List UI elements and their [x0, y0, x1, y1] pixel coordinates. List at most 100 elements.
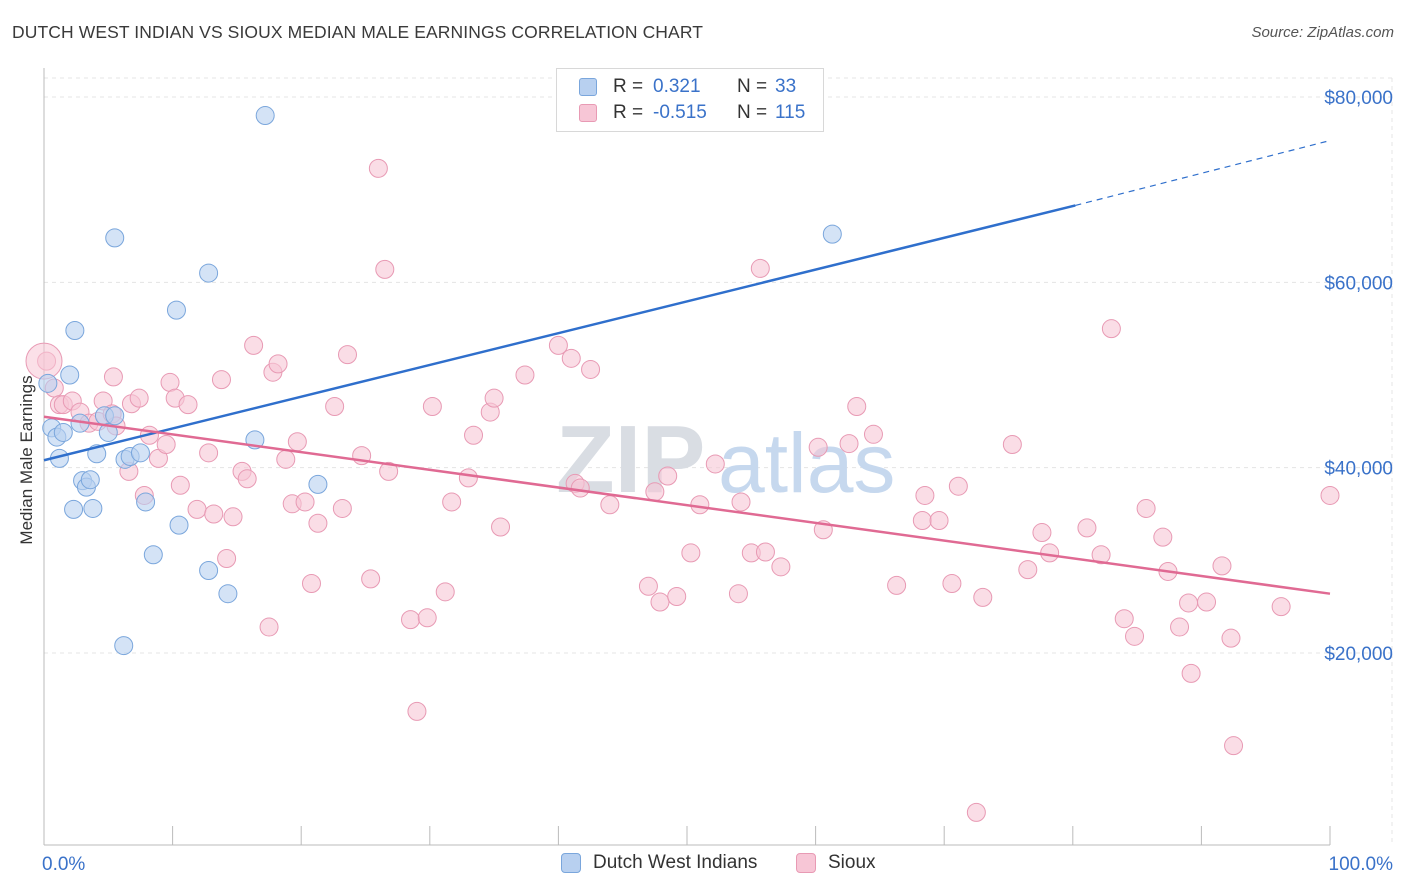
r-value: 0.321: [653, 76, 701, 97]
sioux-point: [217, 548, 237, 568]
sioux-point: [361, 569, 381, 589]
blue-swatch: [561, 853, 581, 873]
sioux-point: [548, 335, 568, 355]
dutch-west-indians-trend-extension: [1075, 139, 1331, 207]
sioux-point: [332, 498, 352, 518]
sioux-point: [808, 437, 828, 457]
sioux-point: [401, 610, 421, 630]
dutch-west-indians-point: [169, 515, 189, 535]
sioux-point: [966, 802, 986, 822]
dutch-west-indians-point: [130, 443, 150, 463]
sioux-point: [600, 495, 620, 515]
sioux-point: [458, 468, 478, 488]
sioux-point: [570, 478, 590, 498]
sioux-point: [912, 510, 932, 530]
sioux-point: [407, 701, 427, 721]
dutch-west-indians-point: [64, 499, 84, 519]
sioux-point: [178, 395, 198, 415]
sioux-point: [211, 370, 231, 390]
sioux-point: [650, 592, 670, 612]
sioux-point: [1091, 545, 1111, 565]
sioux-point: [1221, 628, 1241, 648]
sioux-point: [1179, 593, 1199, 613]
dutch-west-indians-point: [199, 263, 219, 283]
sioux-point: [129, 388, 149, 408]
sioux-point: [484, 388, 504, 408]
sioux-point: [728, 584, 748, 604]
dutch-west-indians-point: [105, 406, 125, 426]
sioux-point: [160, 372, 180, 392]
pink-swatch: [579, 104, 597, 122]
sioux-point: [325, 397, 345, 417]
sioux-point: [1224, 736, 1244, 756]
sioux-point: [156, 435, 176, 454]
dutch-west-indians-point: [218, 584, 238, 604]
sioux-point: [1032, 523, 1052, 543]
sioux-point: [422, 397, 442, 417]
dutch-west-indians-point: [199, 561, 219, 581]
sioux-point: [1181, 663, 1201, 683]
dutch-west-indians-point: [38, 373, 58, 393]
dutch-west-indians-point: [60, 365, 80, 385]
sioux-point-large: [25, 342, 63, 380]
sioux-point: [561, 348, 581, 368]
source-credit: Source: ZipAtlas.com: [1251, 24, 1394, 41]
y-tick-label: $20,000: [1324, 644, 1393, 665]
sioux-point: [973, 587, 993, 607]
sioux-point: [170, 475, 190, 495]
sioux-point: [1114, 609, 1134, 629]
sioux-point: [337, 345, 357, 365]
y-tick-label: $60,000: [1324, 273, 1393, 294]
sioux-point: [1040, 543, 1060, 563]
dutch-west-indians-points: [38, 106, 842, 656]
r-value: -0.515: [653, 102, 707, 123]
sioux-point: [223, 507, 243, 527]
sioux-point: [187, 499, 207, 519]
sioux-point: [259, 617, 279, 637]
sioux-point: [295, 492, 315, 512]
legend-label: Sioux: [828, 852, 876, 873]
correlation-legend: R = 0.321 N = 33 R = -0.515 N = 115: [556, 68, 824, 132]
dutch-west-indians-point: [98, 422, 118, 442]
legend-label: Dutch West Indians: [593, 852, 758, 873]
x-tick-label: 100.0%: [1329, 854, 1394, 875]
n-label: N =: [737, 102, 768, 123]
n-value: 115: [775, 102, 806, 123]
legend-item-dutch-west-indians: Dutch West Indians: [561, 852, 757, 874]
sioux-trend-line: [43, 415, 1331, 595]
dutch-west-indians-point: [105, 228, 125, 248]
sioux-point: [667, 586, 687, 606]
sioux-point: [942, 574, 962, 593]
sioux-point: [301, 574, 321, 593]
sioux-point: [839, 434, 859, 454]
sioux-point: [1320, 485, 1340, 505]
sioux-point: [755, 542, 775, 562]
sioux-point: [375, 259, 395, 279]
dutch-west-indians-point: [83, 498, 103, 518]
legend-row-dutch-west-indians: R = 0.321 N = 33: [579, 74, 796, 100]
sioux-point: [379, 461, 399, 481]
y-axis-label: Median Male Earnings: [17, 375, 36, 544]
sioux-point: [681, 543, 701, 563]
sioux-point: [237, 469, 257, 489]
blue-swatch: [579, 78, 597, 96]
sioux-point: [1077, 518, 1097, 538]
dutch-west-indians-point: [255, 106, 275, 126]
sioux-point: [1153, 527, 1173, 547]
sioux-point: [1271, 597, 1291, 617]
dutch-west-indians-point: [80, 470, 100, 490]
sioux-point: [1212, 556, 1232, 576]
sioux-point: [645, 482, 665, 502]
sioux-point: [638, 576, 658, 596]
n-label: N =: [737, 76, 768, 97]
sioux-point: [771, 557, 791, 577]
dutch-west-indians-point: [136, 492, 156, 512]
sioux-point: [417, 608, 437, 628]
sioux-point: [268, 354, 288, 374]
sioux-point: [1197, 592, 1217, 612]
sioux-point: [287, 432, 307, 452]
dutch-west-indians-point: [53, 422, 73, 442]
sioux-point: [442, 492, 462, 512]
dutch-west-indians-point: [143, 545, 163, 565]
